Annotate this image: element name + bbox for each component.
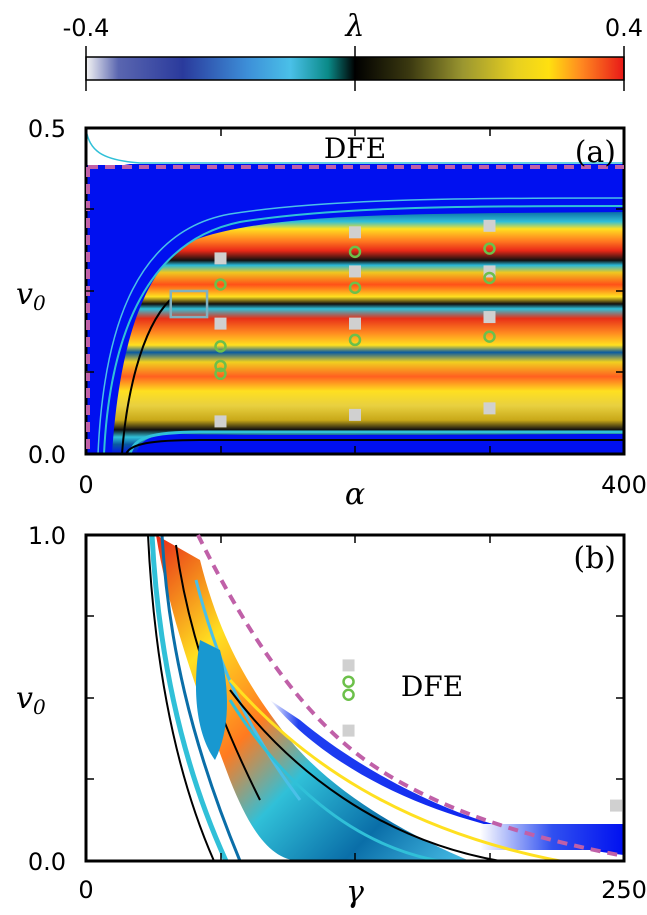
panel-a-square-marker-3 (349, 226, 361, 239)
panel-b-tongue-3 (160, 535, 242, 861)
panel-a-circle-marker-2 (214, 359, 227, 373)
panel-a: DFE (a) 0.5 0.0 0 400 α v0 (16, 115, 647, 512)
panel-b-square-marker-2 (610, 799, 622, 812)
panel-a-xtick-label-left: 0 (78, 471, 93, 499)
panel-a-square-marker-2 (214, 415, 227, 428)
panel-b-fan-2 (229, 689, 501, 861)
panel-b-xlabel: γ (346, 875, 364, 910)
panel-b-circle-marker-0 (342, 675, 355, 688)
panel-a-ylabel: v0 (16, 277, 46, 315)
panel-a-square-marker-10 (483, 402, 496, 415)
panel-b-xtick-label-right: 250 (601, 876, 647, 904)
panel-b-fan-1 (228, 679, 561, 861)
panel-b-blue-tail (480, 824, 624, 850)
panel-a-circle-marker-1 (214, 340, 227, 353)
panel-a-circle-marker-0 (214, 278, 227, 291)
panel-a-inset-box (169, 289, 209, 319)
panel-b-xtick-label-left: 0 (78, 876, 93, 904)
panel-b-tongue-1 (149, 535, 229, 861)
panel-a-lower-arc-2 (125, 439, 624, 454)
panel-a-circle-marker-3 (214, 367, 227, 381)
panel-a-square-marker-1 (214, 317, 227, 330)
panel-b: DFE (b) 1.0 0.0 0 250 γ v0 (16, 522, 647, 910)
panel-a-chaotic-region (112, 212, 624, 454)
panel-a-ytick-label-top: 0.5 (28, 115, 66, 143)
panel-a-markers (169, 219, 496, 428)
panel-a-ytick-label-bottom: 0.0 (28, 441, 66, 469)
panel-a-x-ticks (220, 128, 491, 454)
panel-a-circle-marker-4 (348, 245, 362, 259)
panel-b-square-marker-0 (342, 659, 355, 672)
panel-a-square-marker-5 (349, 317, 361, 330)
panel-a-circle-marker-7 (483, 242, 496, 255)
panel-b-square-marker-1 (342, 724, 355, 737)
panel-a-ylabel-sub: 0 (33, 291, 46, 315)
panel-b-dfe-label: DFE (401, 670, 463, 703)
panel-b-ylabel-sub: 0 (33, 695, 46, 719)
colorbar-max-label: 0.4 (605, 14, 643, 42)
panel-a-dfe-label: DFE (324, 132, 386, 165)
panel-a-ylabel-main: v (16, 277, 33, 312)
panel-b-tongue-2 (147, 535, 215, 861)
panel-b-ylabel: v0 (16, 681, 46, 719)
colorbar: -0.4 λ 0.4 (63, 9, 643, 91)
panel-b-ytick-label-top: 1.0 (28, 522, 66, 550)
panel-b-y-ticks (86, 615, 624, 780)
panel-b-tongue-5 (194, 579, 302, 801)
panel-b-chaotic-region (156, 535, 470, 861)
colorbar-min-label: -0.4 (63, 14, 110, 42)
panel-a-xtick-label-right: 400 (601, 471, 647, 499)
panel-b-fan-3 (228, 699, 441, 861)
panel-a-circle-marker-8 (483, 271, 496, 285)
panel-b-dfe-boundary (196, 534, 625, 858)
panel-b-heatmap (86, 535, 624, 861)
panel-a-outer-arc-1 (103, 205, 624, 454)
panel-a-circle-marker-9 (483, 330, 496, 343)
panel-a-left-edge-curve (86, 130, 130, 165)
panel-a-square-marker-0 (214, 252, 227, 265)
panel-b-ytick-label-bottom: 0.0 (28, 848, 66, 876)
panel-b-tag: (b) (573, 541, 616, 576)
panel-b-lobe (195, 640, 227, 760)
panel-a-square-marker-4 (349, 265, 361, 278)
panel-b-markers (342, 659, 622, 812)
colorbar-title: λ (344, 9, 364, 44)
panel-a-tag: (a) (575, 135, 616, 170)
panel-b-x-ticks (220, 535, 491, 861)
panel-a-circle-marker-5 (348, 281, 362, 294)
panel-a-top-thin-curve (86, 129, 624, 164)
panel-a-outer-arc-3 (121, 299, 171, 454)
panel-a-heatmap (86, 128, 624, 454)
panel-a-circle-marker-6 (348, 333, 362, 347)
panel-a-xlabel: α (345, 477, 365, 512)
panel-a-outer-arc-2 (97, 197, 624, 454)
panel-a-square-marker-9 (483, 311, 496, 324)
panel-a-square-marker-6 (349, 408, 361, 421)
panel-a-square-marker-7 (483, 219, 496, 232)
panel-b-ylabel-main: v (16, 681, 33, 716)
panel-a-y-ticks (86, 208, 624, 373)
panel-b-circle-marker-1 (342, 688, 355, 701)
